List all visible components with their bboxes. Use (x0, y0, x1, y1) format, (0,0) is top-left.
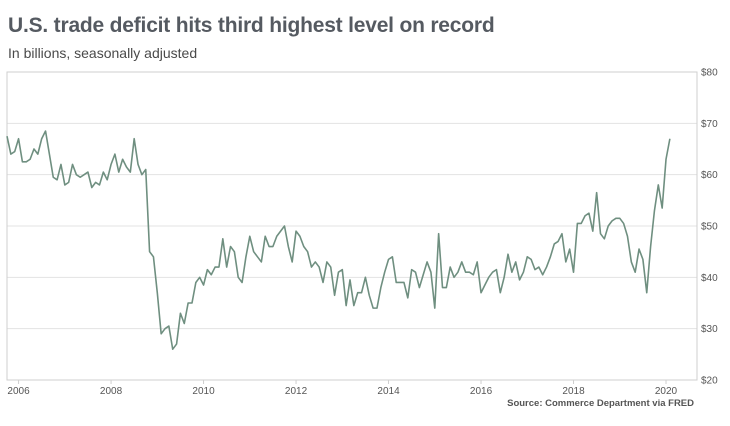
x-tick-label: 2006 (7, 386, 30, 397)
plot-frame (6, 71, 698, 381)
series-line-trade-deficit (6, 130, 671, 351)
y-tick-label: $40 (701, 273, 718, 284)
gridlines (7, 122, 697, 330)
data-series (6, 130, 671, 351)
chart-subtitle: In billions, seasonally adjusted (8, 45, 198, 61)
x-tick-label: 2010 (192, 386, 215, 397)
y-tick-label: $70 (701, 119, 718, 130)
y-tick-label: $60 (701, 170, 718, 181)
chart-title: U.S. trade deficit hits third highest le… (8, 14, 495, 37)
x-tick-label: 2008 (100, 386, 123, 397)
y-tick-label: $20 (701, 376, 718, 387)
y-tick-labels: $80 $70 $60 $50 $40 $30 $20 (701, 68, 718, 387)
y-tick-label: $80 (701, 68, 718, 79)
x-ticks (18, 380, 667, 384)
x-tick-label: 2018 (562, 386, 585, 397)
y-tick-label: $30 (701, 324, 718, 335)
y-tick-label: $50 (701, 222, 718, 233)
x-tick-label: 2016 (470, 386, 493, 397)
x-tick-labels: 2006 2008 2010 2012 2014 2016 2018 2020 (7, 386, 677, 397)
x-tick-label: 2014 (377, 386, 400, 397)
source-note: Source: Commerce Department via FRED (507, 398, 694, 409)
x-tick-label: 2012 (285, 386, 308, 397)
x-tick-label: 2020 (655, 386, 678, 397)
